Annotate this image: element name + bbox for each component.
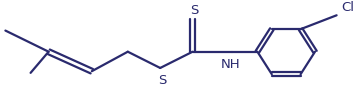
Text: S: S: [158, 74, 166, 87]
Text: NH: NH: [221, 58, 240, 71]
Text: Cl: Cl: [341, 1, 354, 14]
Text: S: S: [190, 4, 199, 17]
